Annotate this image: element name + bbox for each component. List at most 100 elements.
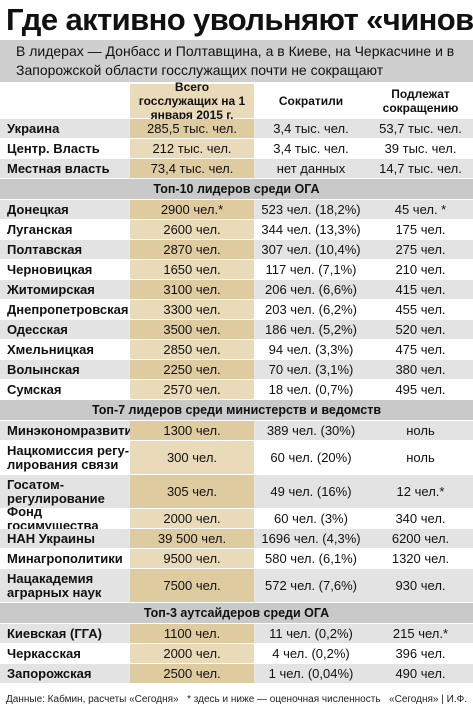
section-heading: Топ-3 аутсайдеров среди ОГА [0, 602, 473, 623]
row-cut: 203 чел. (6,2%) [254, 300, 368, 319]
row-label: Запорожская [0, 664, 130, 683]
row-total: 285,5 тыс. чел. [130, 119, 254, 138]
table-body: Украина 285,5 тыс. чел. 3,4 тыс. чел. 53,7 … [0, 118, 473, 683]
row-label: Хмельницкая [0, 340, 130, 359]
row-label: Нацкомиссия регу-лирования связи [0, 441, 130, 474]
table-row: Житомирская 3100 чел. 206 чел. (6,6%) 415 ч… [0, 279, 473, 299]
header-cell-cut: Сократили [278, 94, 344, 108]
row-cut: 117 чел. (7,1%) [254, 260, 368, 279]
table-row: Нацкомиссия регу-лирования связи 300 чел.… [0, 440, 473, 474]
table-row: Фонд госимущества 2000 чел. 60 чел. (3%) 34… [0, 504, 473, 532]
row-pending: 275 чел. [368, 240, 473, 259]
row-cut: 523 чел. (18,2%) [254, 200, 368, 219]
row-total: 2500 чел. [130, 664, 254, 683]
row-label: Минагрополитики [0, 549, 130, 568]
row-total: 2900 чел.* [130, 200, 254, 219]
row-total: 212 тыс. чел. [130, 139, 254, 158]
row-cut: 11 чел. (0,2%) [254, 624, 368, 643]
row-cut: 389 чел. (30%) [254, 421, 368, 440]
table-row: Днепропетровская 3300 чел. 203 чел. (6,2%)… [0, 299, 473, 319]
table-row: Черновицкая 1650 чел. 117 чел. (7,1%) 210 ч… [0, 259, 473, 279]
row-pending: 475 чел. [368, 340, 473, 359]
row-pending: 490 чел. [368, 664, 473, 683]
row-total: 2600 чел. [130, 220, 254, 239]
data-table: Всего госслужащих на 1 января 2015 г. Со… [0, 80, 473, 683]
row-cut: 60 чел. (20%) [254, 441, 368, 474]
row-cut: 307 чел. (10,4%) [254, 240, 368, 259]
header-cell-empty [0, 84, 130, 118]
row-total: 2250 чел. [130, 360, 254, 379]
row-label: Черкасская [0, 644, 130, 663]
table-row: Одесская 3500 чел. 186 чел. (5,2%) 520 чел. [0, 319, 473, 339]
row-total: 1650 чел. [130, 260, 254, 279]
row-total: 2570 чел. [130, 380, 254, 399]
row-label: Донецкая [0, 200, 130, 219]
row-label: Луганская [0, 220, 130, 239]
row-cut: 4 чел. (0,2%) [254, 644, 368, 663]
table-header: Всего госслужащих на 1 января 2015 г. Со… [0, 80, 473, 122]
row-label: Киевская (ГГА) [0, 624, 130, 643]
row-cut: 3,4 тыс. чел. [254, 119, 368, 138]
row-total: 39 500 чел. [130, 529, 254, 548]
row-pending: 455 чел. [368, 300, 473, 319]
row-pending: 520 чел. [368, 320, 473, 339]
page-title: Где активно увольняют «чинов» [6, 2, 473, 37]
row-total: 7500 чел. [130, 569, 254, 602]
header-cell-pending: Подлежат сокращению [382, 87, 459, 115]
row-pending: 930 чел. [368, 569, 473, 602]
table-row: Волынская 2250 чел. 70 чел. (3,1%) 380 чел. [0, 359, 473, 379]
table-row: Черкасская 2000 чел. 4 чел. (0,2%) 396 чел. [0, 643, 473, 663]
row-total: 3500 чел. [130, 320, 254, 339]
headline: Где активно увольняют «чинов» [0, 0, 473, 40]
table-row: Полтавская 2870 чел. 307 чел. (10,4%) 275 ч… [0, 239, 473, 259]
row-pending: ноль [368, 421, 473, 440]
row-cut: 186 чел. (5,2%) [254, 320, 368, 339]
row-cut: 18 чел. (0,7%) [254, 380, 368, 399]
row-label: Одесская [0, 320, 130, 339]
row-cut: 344 чел. (13,3%) [254, 220, 368, 239]
row-total: 9500 чел. [130, 549, 254, 568]
footer-credit: «Сегодня» | И.Ф. [389, 693, 467, 705]
table-row: Минагрополитики 9500 чел. 580 чел. (6,1%) 1… [0, 548, 473, 568]
row-pending: 53,7 тыс. чел. [368, 119, 473, 138]
row-label: Фонд госимущества [0, 504, 130, 532]
row-label: Местная власть [0, 159, 130, 178]
row-total: 1100 чел. [130, 624, 254, 643]
row-label: НАН Украины [0, 529, 130, 548]
table-row: Центр. Власть 212 тыс. чел. 3,4 тыс. чел. 3… [0, 138, 473, 158]
row-pending: 39 тыс. чел. [368, 139, 473, 158]
row-cut: 70 чел. (3,1%) [254, 360, 368, 379]
row-pending: ноль [368, 441, 473, 474]
row-label: Черновицкая [0, 260, 130, 279]
row-total: 73,4 тыс. чел. [130, 159, 254, 178]
table-row: Украина 285,5 тыс. чел. 3,4 тыс. чел. 53,7 … [0, 118, 473, 138]
row-label: Центр. Власть [0, 139, 130, 158]
row-cut: 1696 чел. (4,3%) [254, 529, 368, 548]
row-pending: 1320 чел. [368, 549, 473, 568]
row-label: Сумская [0, 380, 130, 399]
row-pending: 45 чел. * [368, 200, 473, 219]
row-label: Минэкономразвития [0, 421, 140, 440]
row-cut: 572 чел. (7,6%) [254, 569, 368, 602]
row-total: 2000 чел. [130, 509, 254, 528]
row-cut: 49 чел. (16%) [254, 475, 368, 508]
row-cut: 1 чел. (0,04%) [254, 664, 368, 683]
row-total: 3100 чел. [130, 280, 254, 299]
footer-note: * здесь и ниже — оценочная численность [187, 693, 381, 705]
row-cut: 94 чел. (3,3%) [254, 340, 368, 359]
table-row: Луганская 2600 чел. 344 чел. (13,3%) 175 че… [0, 219, 473, 239]
table-row: Запорожская 2500 чел. 1 чел. (0,04%) 490 че… [0, 663, 473, 683]
table-row: Госатом-регулирование 305 чел. 49 чел. (16… [0, 474, 473, 508]
row-total: 2850 чел. [130, 340, 254, 359]
row-total: 2000 чел. [130, 644, 254, 663]
row-pending: 340 чел. [368, 509, 473, 528]
row-label: Житомирская [0, 280, 130, 299]
row-pending: 6200 чел. [368, 529, 473, 548]
row-total: 2870 чел. [130, 240, 254, 259]
row-total: 300 чел. [130, 441, 254, 474]
section-heading: Топ-7 лидеров среди министерств и ведомс… [0, 399, 473, 420]
row-cut: 60 чел. (3%) [254, 509, 368, 528]
header-cell-total: Всего госслужащих на 1 января 2015 г. [130, 80, 254, 122]
row-pending: 380 чел. [368, 360, 473, 379]
row-label: Украина [0, 119, 130, 138]
